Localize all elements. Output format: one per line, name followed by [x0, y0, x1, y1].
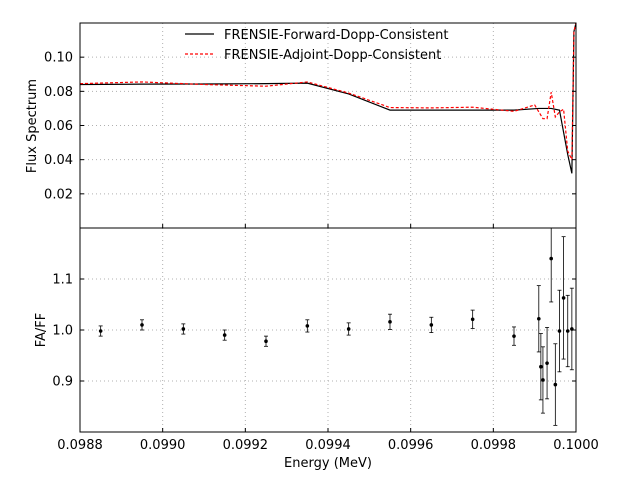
ratio-marker: [388, 320, 392, 324]
top-y-tick-label: 0.06: [44, 119, 73, 134]
bottom-y-tick-label: 0.9: [52, 375, 73, 390]
ratio-marker: [429, 323, 434, 327]
ratio-point: [305, 319, 310, 333]
ratio-point: [388, 313, 392, 330]
ratio-point: [561, 236, 566, 360]
ratio-marker: [549, 256, 553, 261]
forward-series-line: [79, 22, 577, 174]
ratio-marker: [98, 329, 103, 333]
ratio-marker: [541, 378, 545, 382]
top-y-ticks: 0.02 0.04 0.06 0.08 0.10: [44, 51, 576, 202]
x-tick-label: 0.1000: [553, 438, 599, 453]
ratio-point: [538, 333, 543, 401]
ratio-point: [557, 289, 562, 373]
ratio-point: [429, 316, 434, 333]
ratio-point: [565, 294, 570, 368]
legend: FRENSIE-Forward-Dopp-Consistent FRENSIE-…: [185, 28, 448, 63]
ratio-marker: [264, 339, 268, 344]
ratio-point: [470, 309, 475, 329]
bottom-y-tick-label: 1.1: [52, 273, 73, 288]
ratio-point: [140, 319, 144, 331]
x-tick-label: 0.0994: [305, 438, 351, 453]
ratio-marker: [565, 329, 570, 333]
top-y-tick-label: 0.02: [44, 187, 73, 202]
ratio-point: [98, 325, 103, 337]
flux-spectrum-panel: 0.02 0.04 0.06 0.08 0.10 Flux Spectrum FRENS…: [25, 22, 577, 229]
ratio-marker: [553, 382, 558, 387]
top-series-group: [79, 22, 577, 174]
ratio-point: [346, 322, 351, 336]
ratio-marker: [181, 327, 186, 331]
bottom-x-ticks: 0.0988 0.0990 0.0992 0.0994 0.0996 0.0998 0.10…: [57, 224, 599, 453]
ratio-points-group: [98, 227, 574, 426]
top-y-tick-label: 0.08: [44, 85, 73, 100]
top-grid: [79, 23, 577, 228]
ratio-marker: [512, 334, 516, 338]
top-y-axis-label: Flux Spectrum: [25, 79, 40, 173]
ratio-marker: [537, 316, 541, 321]
bottom-y-axis-label: FA/FF: [34, 313, 49, 348]
ratio-point: [512, 326, 516, 346]
x-tick-label: 0.0990: [140, 438, 186, 453]
legend-label-adjoint: FRENSIE-Adjoint-Dopp-Consistent: [224, 48, 441, 63]
ratio-marker: [346, 327, 351, 331]
ratio-marker: [140, 323, 144, 327]
ratio-panel: 0.9 1.0 1.1 0.0988 0.0990 0.0992 0.0994 0.0996…: [34, 224, 599, 471]
bottom-grid: [79, 228, 577, 432]
x-tick-label: 0.0992: [223, 438, 269, 453]
legend-label-forward: FRENSIE-Forward-Dopp-Consistent: [224, 28, 448, 43]
x-axis-label: Energy (MeV): [284, 456, 372, 471]
bottom-y-ticks: 0.9 1.0 1.1: [52, 273, 576, 390]
x-tick-label: 0.0998: [471, 438, 517, 453]
ratio-marker: [557, 329, 562, 333]
ratio-point: [540, 346, 545, 414]
ratio-point: [222, 329, 227, 341]
ratio-point: [536, 285, 541, 353]
ratio-marker: [561, 296, 566, 300]
x-tick-label: 0.0996: [388, 438, 434, 453]
x-tick-label: 0.0988: [57, 438, 103, 453]
ratio-marker: [222, 333, 227, 337]
ratio-point: [553, 343, 558, 426]
top-y-tick-label: 0.04: [44, 153, 73, 168]
ratio-point: [549, 227, 554, 303]
adjoint-series-line: [79, 22, 577, 160]
ratio-point: [181, 323, 186, 335]
bottom-y-tick-label: 1.0: [52, 324, 73, 339]
ratio-marker: [470, 317, 475, 322]
ratio-point: [545, 327, 550, 400]
ratio-marker: [539, 364, 543, 369]
ratio-marker: [545, 361, 549, 365]
ratio-point: [264, 335, 268, 347]
ratio-marker: [305, 324, 310, 328]
top-y-tick-label: 0.10: [44, 51, 73, 66]
